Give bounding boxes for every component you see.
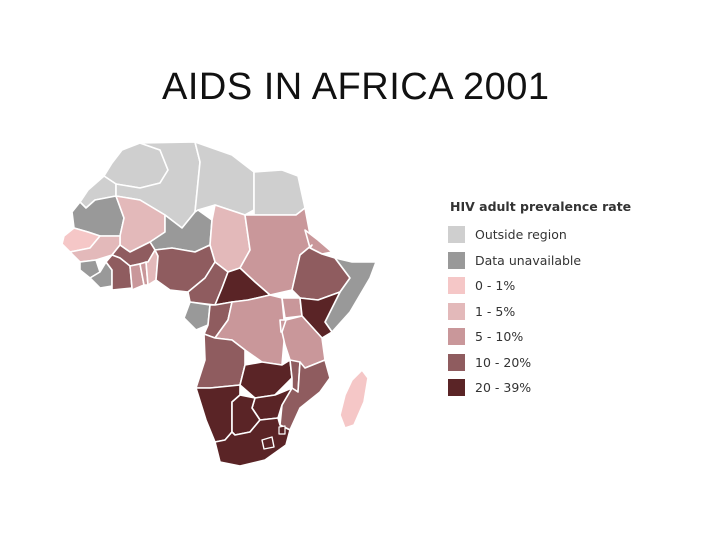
map-region-uganda [281, 297, 303, 319]
legend-label: 20 - 39% [475, 380, 532, 396]
map-region-swaziland [278, 425, 286, 435]
slide-title: AIDS IN AFRICA 2001 [162, 66, 550, 108]
map-region-mozambique [279, 359, 331, 431]
legend-item-outside-region: Outside region [448, 222, 678, 248]
map-region-lesotho [261, 436, 275, 450]
legend-item-5-10: 5 - 10% [448, 324, 678, 350]
map-region-south-africa [214, 417, 291, 467]
legend-label: 10 - 20% [475, 354, 532, 370]
legend-swatch [448, 277, 465, 295]
legend-item-0-1: 0 - 1% [448, 273, 678, 299]
legend-item-10-20: 10 - 20% [448, 350, 678, 376]
map-legend: HIV adult prevalence rate Outside region… [448, 199, 678, 401]
map-region-libya [194, 141, 255, 216]
map-region-madagascar [339, 369, 369, 429]
legend-item-data-unavailable: Data unavailable [448, 248, 678, 274]
legend-label: 1 - 5% [475, 303, 516, 319]
legend-item-1-5: 1 - 5% [448, 299, 678, 325]
legend-swatch [448, 353, 465, 371]
legend-swatch [448, 302, 465, 320]
legend-label: Outside region [475, 227, 567, 243]
legend-swatch [448, 251, 465, 269]
map-region-somalia [324, 257, 377, 333]
legend-swatch [448, 328, 465, 346]
legend-item-20-39: 20 - 39% [448, 375, 678, 401]
legend-title: HIV adult prevalence rate [450, 199, 632, 214]
legend-label: 0 - 1% [475, 278, 516, 294]
legend-label: 5 - 10% [475, 329, 524, 345]
legend-swatch [448, 226, 465, 244]
legend-swatch [448, 379, 465, 397]
map-region-gabon [183, 301, 211, 331]
map-region-egypt [253, 169, 306, 216]
legend-label: Data unavailable [475, 252, 582, 268]
